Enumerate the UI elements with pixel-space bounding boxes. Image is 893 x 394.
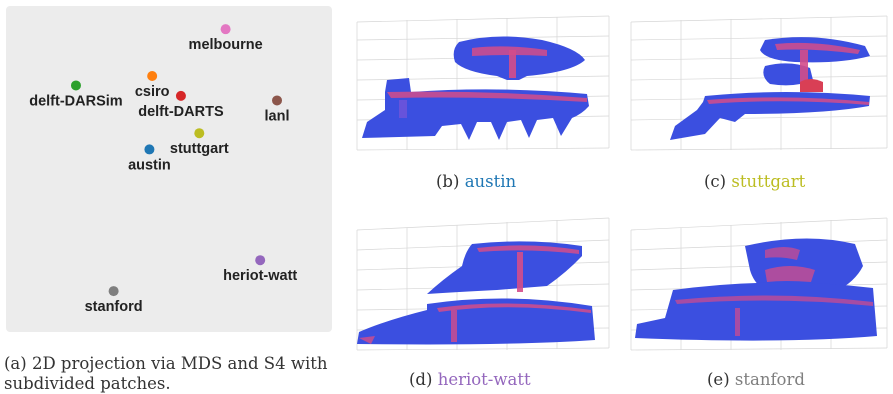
render-stuttgart-image — [630, 15, 888, 151]
point-label-stuttgart: stuttgart — [170, 141, 229, 157]
caption-b-name: austin — [464, 172, 517, 191]
caption-b: (b) austin — [436, 172, 516, 191]
caption-c-prefix: (c) — [704, 172, 732, 191]
caption-d-prefix: (d) — [409, 370, 438, 389]
point-lanl — [272, 95, 283, 106]
caption-d: (d) heriot-watt — [409, 370, 531, 389]
caption-b-prefix: (b) — [436, 172, 465, 191]
point-csiro — [147, 70, 158, 81]
point-delft-darsim — [70, 80, 81, 91]
render-stuttgart — [625, 10, 893, 158]
point-label-melbourne: melbourne — [189, 37, 263, 53]
point-austin — [144, 144, 155, 155]
point-label-stanford: stanford — [85, 299, 143, 315]
point-delft-darts — [175, 90, 186, 101]
caption-a: (a) 2D projection via MDS and S4 with su… — [4, 354, 328, 393]
mds-scatter-plot: melbourne delft-DARSim csiro delft-DARTS lan… — [29, 24, 297, 315]
caption-c-name: stuttgart — [731, 172, 806, 191]
point-stuttgart — [194, 128, 205, 139]
point-stanford — [108, 286, 119, 297]
render-austin-image — [356, 15, 610, 151]
caption-e-prefix: (e) — [707, 370, 735, 389]
point-label-delft-darsim: delft-DARSim — [29, 93, 122, 109]
point-label-lanl: lanl — [265, 108, 290, 124]
render-heriot-watt — [347, 210, 615, 358]
point-heriot-watt — [255, 255, 266, 266]
point-label-csiro: csiro — [135, 84, 170, 100]
render-stanford — [625, 210, 893, 358]
point-melbourne — [220, 24, 231, 35]
mds-scatter-panel: melbourne delft-DARSim csiro delft-DARTS lan… — [6, 6, 332, 332]
render-heriot-watt-image — [356, 217, 610, 351]
point-label-delft-darts: delft-DARTS — [138, 104, 224, 120]
point-label-heriot-watt: heriot-watt — [223, 268, 297, 284]
caption-e: (e) stanford — [707, 370, 805, 389]
caption-e-name: stanford — [734, 370, 805, 389]
caption-d-name: heriot-watt — [437, 370, 531, 389]
point-label-austin: austin — [128, 157, 171, 173]
render-austin — [347, 10, 615, 158]
caption-c: (c) stuttgart — [704, 172, 805, 191]
render-stanford-image — [630, 217, 888, 351]
